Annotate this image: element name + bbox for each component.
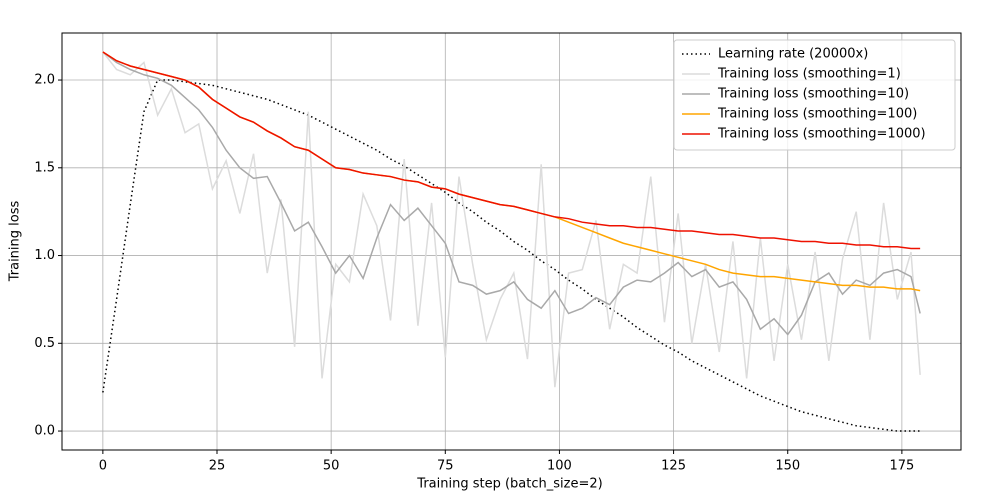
y-tick-label: 2.0	[34, 73, 55, 88]
x-tick-label: 125	[661, 459, 686, 474]
y-tick-label: 1.0	[34, 248, 55, 263]
legend-box	[673, 39, 956, 151]
y-axis-label: Training loss	[8, 201, 23, 283]
y-tick-label: 0.5	[34, 336, 55, 351]
legend-label: Training loss (smoothing=100)	[717, 107, 917, 122]
series-line	[102, 51, 921, 336]
legend-label: Training loss (smoothing=1)	[717, 67, 901, 82]
x-tick-label: 25	[209, 459, 226, 474]
x-tick-label: 100	[547, 459, 572, 474]
plot-frame	[61, 32, 962, 451]
y-tick-label: 1.5	[34, 160, 55, 175]
x-tick-label: 150	[775, 459, 800, 474]
series-line	[102, 79, 921, 432]
legend-label: Learning rate (20000x)	[718, 47, 868, 62]
series-line	[102, 51, 921, 250]
legend-label: Training loss (smoothing=1000)	[717, 127, 926, 142]
x-axis-label: Training step (batch_size=2)	[416, 477, 602, 492]
x-tick-label: 75	[437, 459, 454, 474]
legend-label: Training loss (smoothing=10)	[717, 87, 909, 102]
x-tick-label: 175	[889, 459, 914, 474]
x-tick-label: 0	[99, 459, 107, 474]
x-tick-label: 50	[323, 459, 340, 474]
series-line	[102, 51, 921, 388]
y-tick-label: 0.0	[34, 424, 55, 439]
